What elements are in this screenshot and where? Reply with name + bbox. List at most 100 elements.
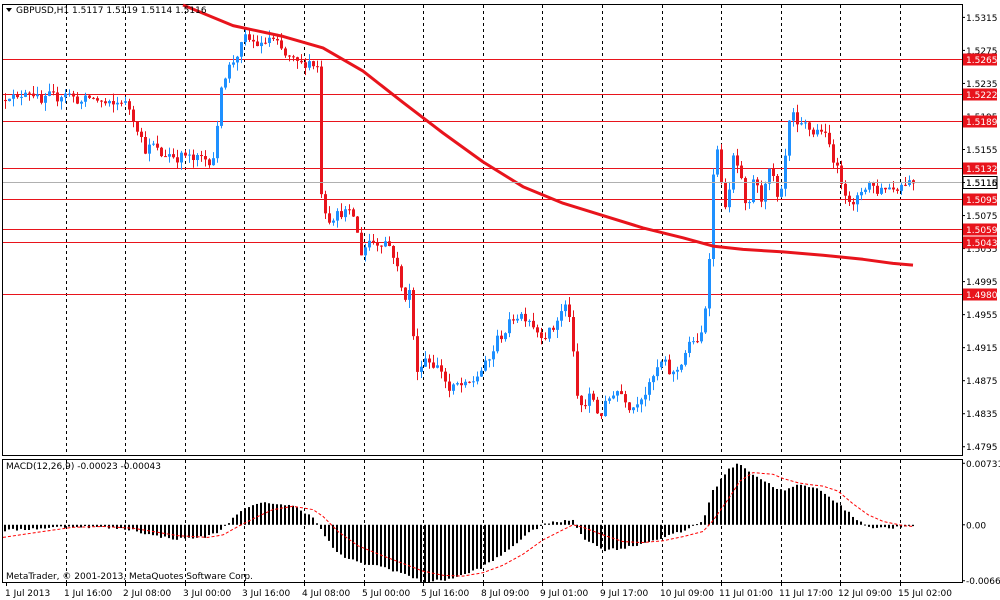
macd-bar xyxy=(632,524,634,547)
macd-bar xyxy=(388,524,390,570)
macd-bar xyxy=(316,523,318,525)
copyright-text: MetaTrader, © 2001-2013, MetaQuotes Soft… xyxy=(6,572,253,582)
macd-bar xyxy=(304,513,306,525)
time-tick-label: 2 Jul 08:00 xyxy=(123,589,172,599)
bear-candle xyxy=(568,304,571,318)
bull-candle xyxy=(68,93,71,95)
macd-bar xyxy=(456,524,458,577)
macd-bar xyxy=(364,524,366,565)
bear-candle xyxy=(304,62,307,68)
bull-candle xyxy=(168,154,171,157)
macd-bar xyxy=(716,486,718,525)
bull-candle xyxy=(784,155,787,189)
macd-bar xyxy=(684,524,686,531)
macd-bar xyxy=(320,524,322,529)
bull-candle xyxy=(684,352,687,365)
macd-bar xyxy=(672,524,674,534)
level-label-box xyxy=(963,223,997,236)
macd-bar xyxy=(496,524,498,558)
macd-bar xyxy=(12,524,14,529)
bull-candle xyxy=(800,123,803,125)
macd-bar xyxy=(692,524,694,526)
macd-bar xyxy=(604,524,606,552)
macd-bar xyxy=(148,524,150,535)
price-tick-label: 1.4795 xyxy=(966,443,998,453)
macd-bar xyxy=(600,524,602,549)
main-header: GBPUSD,H1 1.5117 1.5119 1.5114 1.5116 xyxy=(6,6,207,16)
bear-candle xyxy=(248,34,251,40)
dropdown-arrow-icon[interactable] xyxy=(6,8,12,12)
horizontal-levels[interactable] xyxy=(3,59,962,295)
bear-candle xyxy=(828,132,831,145)
macd-bar xyxy=(876,524,878,528)
bull-candle xyxy=(700,332,703,342)
bear-candle xyxy=(832,144,835,163)
macd-bar xyxy=(292,505,294,525)
price-tick-label: 1.5115 xyxy=(966,179,998,189)
bull-candle xyxy=(616,391,619,396)
macd-bar xyxy=(92,524,94,527)
level-label: 1.5265 xyxy=(966,56,998,66)
macd-bar xyxy=(288,504,290,525)
macd-bar xyxy=(528,524,530,533)
macd-bar xyxy=(796,484,798,525)
macd-bar xyxy=(488,524,490,563)
level-label-box xyxy=(963,236,997,249)
bear-candle xyxy=(400,266,403,288)
macd-bar xyxy=(8,524,10,530)
macd-bar xyxy=(436,524,438,580)
level-label: 1.5222 xyxy=(966,91,998,101)
macd-bar xyxy=(64,524,66,528)
macd-bar xyxy=(444,524,446,581)
macd-bar xyxy=(252,505,254,525)
bear-candle xyxy=(624,394,627,403)
macd-bar xyxy=(884,524,886,528)
bear-candle xyxy=(200,155,203,157)
macd-bar xyxy=(668,524,670,535)
macd-bar xyxy=(272,503,274,525)
bear-candle xyxy=(892,187,895,190)
bear-candle xyxy=(32,93,35,97)
macd-bar xyxy=(860,521,862,525)
macd-bar xyxy=(212,524,214,534)
macd-bar xyxy=(372,524,374,565)
bear-candle xyxy=(320,66,323,195)
macd-bar xyxy=(636,524,638,546)
bull-candle xyxy=(868,182,871,190)
macd-bar xyxy=(704,515,706,525)
bear-candle xyxy=(724,182,727,208)
bear-candle xyxy=(512,319,515,321)
bull-candle xyxy=(748,202,751,204)
bear-candle xyxy=(524,313,527,322)
macd-bar xyxy=(188,524,190,538)
bear-candle xyxy=(4,99,7,102)
macd-bar xyxy=(168,524,170,539)
macd-bar xyxy=(664,524,666,538)
level-label: 1.5189 xyxy=(966,118,998,128)
macd-bar xyxy=(760,479,762,525)
bear-candle xyxy=(580,395,583,406)
bull-candle xyxy=(472,381,475,383)
level-label: 1.5132 xyxy=(966,165,998,175)
bear-candle xyxy=(100,100,103,102)
macd-bar xyxy=(908,524,910,526)
bull-candle xyxy=(196,155,199,161)
macd-bar xyxy=(880,524,882,528)
bear-candle xyxy=(16,94,19,98)
bull-candle xyxy=(764,183,767,202)
macd-bar xyxy=(208,524,210,536)
level-label-box xyxy=(963,53,997,66)
macd-bar xyxy=(36,524,38,530)
bull-candle xyxy=(308,61,311,68)
bear-candle xyxy=(284,48,287,56)
macd-bar xyxy=(544,523,546,525)
macd-bar xyxy=(144,524,146,535)
macd-bar xyxy=(172,524,174,540)
bear-candle xyxy=(392,245,395,258)
macd-bar xyxy=(348,524,350,559)
bull-candle xyxy=(424,358,427,367)
level-label: 1.4980 xyxy=(966,291,998,301)
macd-bar xyxy=(560,522,562,525)
bull-candle xyxy=(152,143,155,145)
